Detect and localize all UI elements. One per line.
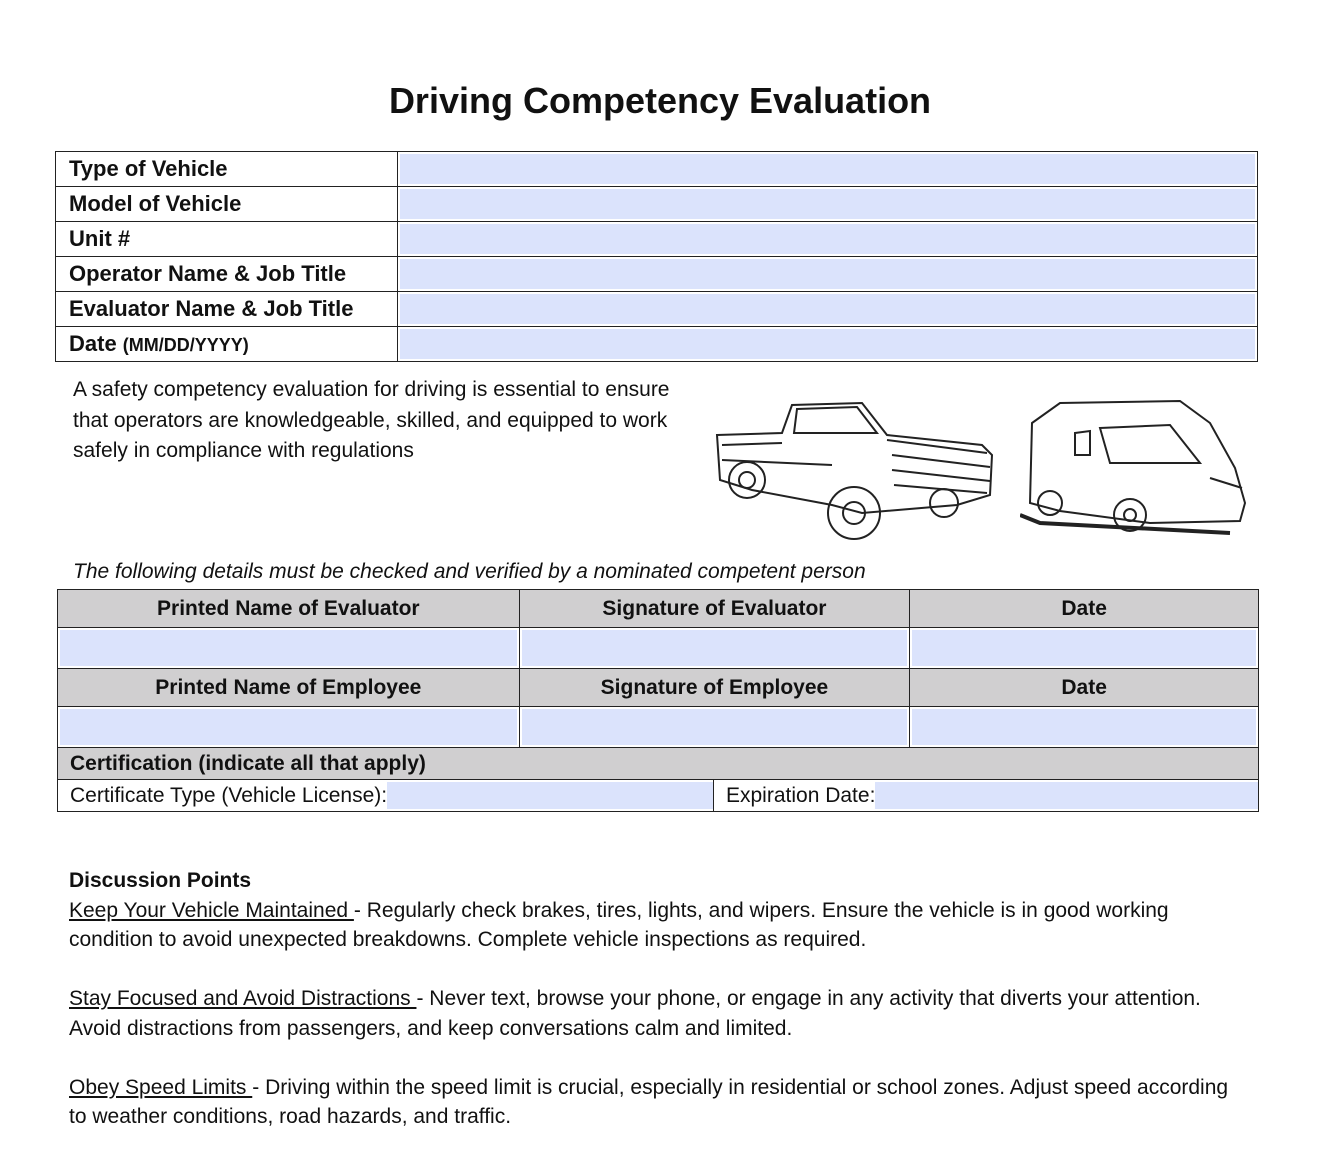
info-label-text: Operator Name & Job Title bbox=[69, 261, 347, 286]
header-printed-name-evaluator: Printed Name of Evaluator bbox=[57, 589, 520, 628]
info-label: Date (MM/DD/YYYY) bbox=[55, 326, 398, 362]
info-label-text: Unit # bbox=[69, 226, 131, 251]
discussion-point-text: - Driving within the speed limit is cruc… bbox=[69, 1075, 1229, 1129]
vehicle-info-table: Type of Vehicle Model of Vehicle Unit # Ope… bbox=[55, 151, 1258, 362]
info-row: Date (MM/DD/YYYY) bbox=[55, 326, 1258, 362]
verification-note: The following details must be checked an… bbox=[73, 560, 866, 583]
info-label-format: (MM/DD/YYYY) bbox=[122, 335, 249, 355]
discussion-point-title: Stay Focused and Avoid Distractions bbox=[69, 987, 417, 1010]
signature-table: Printed Name of Evaluator Signature of E… bbox=[57, 589, 1259, 812]
info-row: Evaluator Name & Job Title bbox=[55, 291, 1258, 327]
intro-text: A safety competency evaluation for drivi… bbox=[73, 378, 670, 462]
header-signature-employee: Signature of Employee bbox=[518, 668, 911, 707]
employee-signature-field[interactable] bbox=[521, 709, 908, 745]
info-field[interactable] bbox=[400, 189, 1255, 219]
info-label-text: Evaluator Name & Job Title bbox=[69, 296, 354, 321]
info-label-text: Model of Vehicle bbox=[69, 191, 242, 216]
info-field[interactable] bbox=[400, 329, 1255, 359]
discussion-points: Discussion Points Keep Your Vehicle Main… bbox=[69, 866, 1249, 1151]
van-image bbox=[1020, 399, 1247, 535]
info-row: Model of Vehicle bbox=[55, 186, 1258, 222]
discussion-point: Obey Speed Limits - Driving within the s… bbox=[69, 1073, 1249, 1132]
header-date-evaluator: Date bbox=[909, 589, 1259, 628]
info-label: Evaluator Name & Job Title bbox=[55, 291, 398, 327]
info-row: Operator Name & Job Title bbox=[55, 256, 1258, 292]
employee-date-field[interactable] bbox=[912, 709, 1256, 745]
info-label: Operator Name & Job Title bbox=[55, 256, 398, 292]
header-signature-evaluator: Signature of Evaluator bbox=[518, 589, 911, 628]
certification-header: Certification (indicate all that apply) bbox=[57, 747, 1259, 780]
employee-header-row: Printed Name of Employee Signature of Em… bbox=[57, 668, 1259, 707]
discussion-point: Keep Your Vehicle Maintained - Regularly… bbox=[69, 896, 1249, 955]
discussion-point-text: - Never text, browse your phone, or enga… bbox=[69, 987, 1201, 1040]
expiration-date-field[interactable] bbox=[875, 782, 1258, 809]
evaluator-name-field[interactable] bbox=[60, 630, 517, 666]
info-field[interactable] bbox=[400, 224, 1255, 254]
info-label-text: Type of Vehicle bbox=[69, 156, 228, 181]
info-field[interactable] bbox=[400, 294, 1255, 324]
certificate-type-label: Certificate Type (Vehicle License): bbox=[70, 784, 388, 807]
info-label: Unit # bbox=[55, 221, 398, 257]
evaluator-signature-field[interactable] bbox=[521, 630, 908, 666]
discussion-point-title: Obey Speed Limits bbox=[69, 1075, 253, 1099]
expiration-date-label: Expiration Date: bbox=[726, 784, 876, 807]
info-label-text: Date bbox=[69, 331, 123, 356]
pickup-truck-image bbox=[715, 401, 994, 540]
discussion-point-text: - Regularly check brakes, tires, lights,… bbox=[69, 898, 1169, 952]
info-row: Type of Vehicle bbox=[55, 151, 1258, 187]
employee-name-field[interactable] bbox=[60, 709, 517, 745]
discussion-heading: Discussion Points bbox=[69, 869, 252, 892]
discussion-point: Stay Focused and Avoid Distractions - Ne… bbox=[69, 984, 1249, 1043]
info-label: Model of Vehicle bbox=[55, 186, 398, 222]
header-printed-name-employee: Printed Name of Employee bbox=[57, 668, 520, 707]
header-date-employee: Date bbox=[909, 668, 1259, 707]
info-label: Type of Vehicle bbox=[55, 151, 398, 187]
page-title: Driving Competency Evaluation bbox=[388, 80, 932, 121]
info-row: Unit # bbox=[55, 221, 1258, 257]
info-field[interactable] bbox=[400, 154, 1255, 184]
discussion-point-title: Keep Your Vehicle Maintained bbox=[69, 898, 354, 922]
certificate-type-field[interactable] bbox=[387, 782, 713, 809]
evaluator-header-row: Printed Name of Evaluator Signature of E… bbox=[57, 589, 1259, 628]
info-field[interactable] bbox=[400, 259, 1255, 289]
evaluator-date-field[interactable] bbox=[912, 630, 1256, 666]
